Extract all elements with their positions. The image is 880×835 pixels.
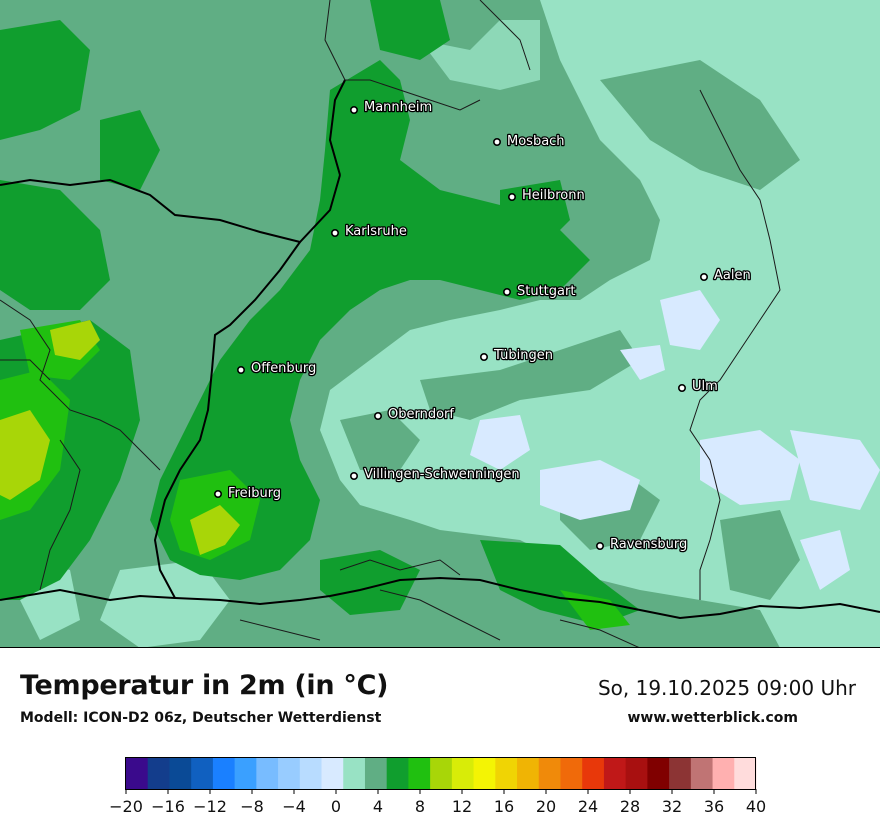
legend-swatch bbox=[234, 758, 257, 789]
legend-tick-label: 24 bbox=[578, 797, 598, 816]
legend-swatch bbox=[603, 758, 627, 789]
legend-swatch bbox=[625, 758, 648, 789]
legend-frame bbox=[125, 757, 756, 790]
temperature-map: Mannheim Mosbach Heilbronn Karlsruhe Aal… bbox=[0, 0, 880, 648]
legend-swatch bbox=[647, 758, 670, 789]
city-label-freiburg: Freiburg bbox=[228, 486, 281, 501]
legend-tick-label: 40 bbox=[746, 797, 766, 816]
legend-tick-label: −16 bbox=[151, 797, 185, 816]
model-source: Modell: ICON-D2 06z, Deutscher Wetterdie… bbox=[20, 710, 382, 726]
city-label-mosbach: Mosbach bbox=[507, 134, 565, 149]
footer-panel: Temperatur in 2m (in °C) Modell: ICON-D2… bbox=[0, 648, 880, 830]
legend-svg: −20 −16 −12 −8 −4 0 4 8 12 16 20 24 28 32 36 40 bbox=[109, 757, 766, 816]
city-label-tuebingen: Tübingen bbox=[493, 348, 553, 363]
legend-tick-label: −12 bbox=[193, 797, 227, 816]
legend-swatch bbox=[191, 758, 214, 789]
city-label-ravensburg: Ravensburg bbox=[610, 537, 687, 552]
legend-swatch bbox=[430, 758, 453, 789]
legend-tick-label: −20 bbox=[109, 797, 143, 816]
city-dot-ulm bbox=[677, 383, 686, 392]
legend-swatch bbox=[212, 758, 236, 789]
city-dot-mannheim bbox=[349, 106, 358, 115]
city-dot-mosbach bbox=[492, 138, 501, 147]
city-dot-tuebingen bbox=[479, 352, 488, 361]
city-label-karlsruhe: Karlsruhe bbox=[345, 224, 407, 239]
legend-swatch bbox=[495, 758, 518, 789]
legend-swatch bbox=[517, 758, 540, 789]
legend-tick-label: 0 bbox=[331, 797, 341, 816]
legend-swatch bbox=[538, 758, 561, 789]
temperature-field-0-2 bbox=[470, 290, 880, 590]
city-dot-karlsruhe bbox=[330, 229, 339, 238]
temperature-field-10-12 bbox=[0, 320, 240, 555]
legend-swatch bbox=[147, 758, 170, 789]
legend-ticks: −20 −16 −12 −8 −4 0 4 8 12 16 20 24 28 32 36 40 bbox=[109, 789, 766, 816]
city-dot-oberndorf bbox=[373, 411, 382, 420]
city-markers bbox=[214, 106, 708, 550]
city-labels: Mannheim Mosbach Heilbronn Karlsruhe Aal… bbox=[227, 99, 752, 554]
legend-swatch bbox=[690, 758, 714, 789]
legend-swatch bbox=[169, 758, 192, 789]
legend-tick-label: 28 bbox=[620, 797, 640, 816]
legend-swatch bbox=[321, 758, 344, 789]
legend-swatch bbox=[278, 758, 301, 789]
city-dot-villingen-schwenningen bbox=[349, 471, 358, 480]
state-borders bbox=[0, 0, 781, 648]
map-canvas: Mannheim Mosbach Heilbronn Karlsruhe Aal… bbox=[0, 0, 880, 648]
legend-swatch bbox=[126, 758, 149, 789]
legend-tick-label: 32 bbox=[662, 797, 682, 816]
legend-swatch bbox=[343, 758, 366, 789]
legend-swatch bbox=[734, 758, 757, 789]
legend-swatch bbox=[669, 758, 692, 789]
legend-swatch bbox=[364, 758, 388, 789]
color-legend: −20 −16 −12 −8 −4 0 4 8 12 16 20 24 28 32 36 40 bbox=[0, 748, 880, 830]
legend-swatch bbox=[451, 758, 475, 789]
legend-swatches bbox=[126, 758, 757, 789]
legend-tick-label: 36 bbox=[704, 797, 724, 816]
city-label-stuttgart: Stuttgart bbox=[517, 284, 575, 299]
legend-swatch bbox=[582, 758, 605, 789]
legend-tick-label: 4 bbox=[373, 797, 383, 816]
city-dot-offenburg bbox=[237, 365, 246, 374]
legend-tick-label: 8 bbox=[415, 797, 425, 816]
legend-tick-label: 20 bbox=[536, 797, 556, 816]
city-label-offenburg: Offenburg bbox=[251, 361, 316, 376]
city-dot-ravensburg bbox=[595, 541, 604, 550]
legend-swatch bbox=[712, 758, 735, 789]
city-label-oberndorf: Oberndorf bbox=[388, 407, 454, 422]
city-label-mannheim: Mannheim bbox=[364, 100, 432, 115]
city-label-ulm: Ulm bbox=[692, 379, 718, 394]
legend-tick-label: 12 bbox=[452, 797, 472, 816]
legend-swatch bbox=[473, 758, 496, 789]
legend-tick-label: −8 bbox=[240, 797, 264, 816]
legend-tick-label: 16 bbox=[494, 797, 514, 816]
city-label-heilbronn: Heilbronn bbox=[522, 188, 585, 203]
legend-swatch bbox=[560, 758, 583, 789]
country-borders bbox=[0, 79, 880, 620]
legend-swatch bbox=[256, 758, 279, 789]
city-dot-heilbronn bbox=[507, 193, 516, 202]
city-dot-freiburg bbox=[214, 489, 223, 498]
forecast-datetime: So, 19.10.2025 09:00 Uhr bbox=[597, 676, 856, 700]
legend-swatch bbox=[299, 758, 323, 789]
website-link[interactable]: www.wetterblick.com bbox=[627, 710, 799, 726]
city-dot-stuttgart bbox=[502, 287, 511, 296]
city-label-villingen-schwenningen: Villingen-Schwenningen bbox=[364, 467, 520, 482]
map-title: Temperatur in 2m (in °C) bbox=[20, 670, 389, 701]
city-label-aalen: Aalen bbox=[714, 268, 751, 283]
legend-swatch bbox=[408, 758, 431, 789]
city-dot-aalen bbox=[699, 272, 708, 281]
legend-tick-label: −4 bbox=[282, 797, 306, 816]
legend-swatch bbox=[386, 758, 409, 789]
